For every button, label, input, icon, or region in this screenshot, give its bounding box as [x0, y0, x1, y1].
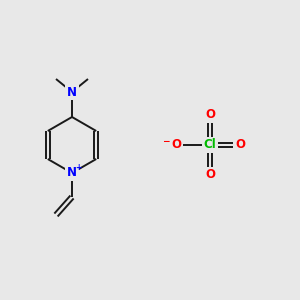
Text: N: N [67, 167, 77, 179]
Text: O: O [171, 139, 181, 152]
Text: O: O [205, 169, 215, 182]
Text: O: O [235, 139, 245, 152]
Text: −: − [162, 137, 170, 146]
Text: +: + [75, 163, 81, 172]
Text: Cl: Cl [204, 139, 216, 152]
Text: N: N [67, 85, 77, 98]
Text: O: O [205, 109, 215, 122]
